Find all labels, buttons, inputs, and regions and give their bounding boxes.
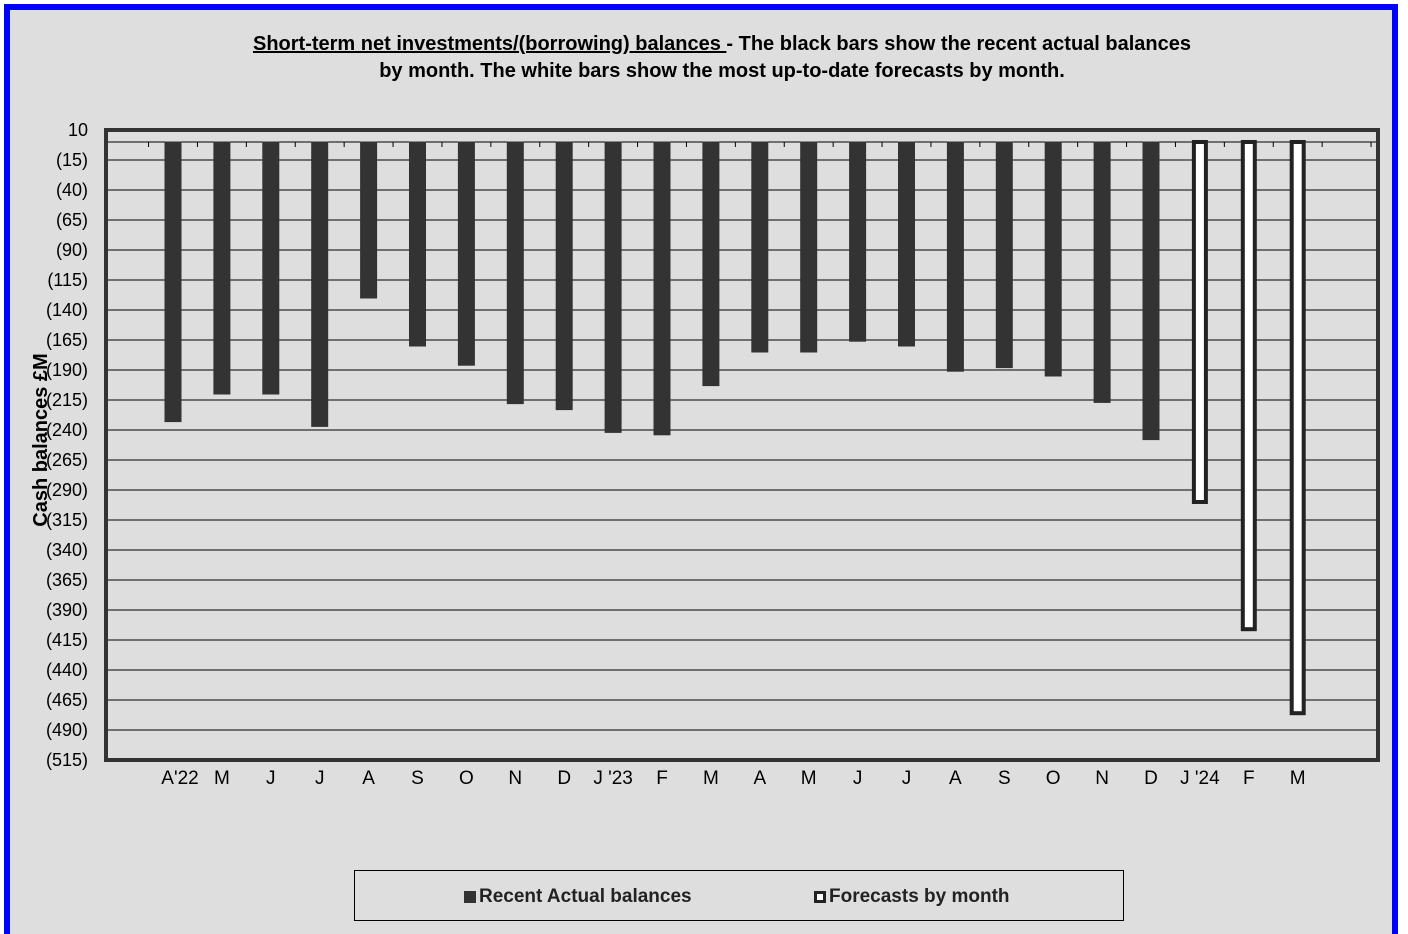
plot-area-border	[104, 128, 1380, 762]
bar-actual	[506, 141, 524, 405]
y-tick-label: (190)	[46, 360, 88, 380]
bar-actual	[702, 141, 720, 387]
x-tick-label: F	[1243, 768, 1255, 789]
bar-forecast	[1289, 140, 1306, 716]
x-tick-label: O	[459, 768, 474, 789]
x-tick-label: J '23	[593, 768, 633, 789]
y-tick-label: (90)	[56, 240, 88, 260]
bar-actual	[409, 141, 426, 347]
x-tick-label: D	[557, 768, 571, 789]
y-tick-label: (265)	[46, 450, 88, 470]
y-tick-label: (290)	[46, 480, 88, 500]
y-tick-label: (365)	[46, 570, 88, 590]
x-tick-label: J '24	[1180, 768, 1220, 789]
y-axis-label: Cash balances £M	[30, 353, 52, 526]
y-tick-label: (15)	[56, 150, 88, 170]
bar-forecast	[1191, 140, 1208, 504]
x-tick-label: A	[362, 768, 375, 789]
x-tick-label: J	[902, 768, 912, 789]
x-tick-label: A	[753, 768, 766, 789]
y-tick-label: (515)	[46, 750, 88, 770]
bar-actual	[1044, 141, 1062, 377]
legend: Recent Actual balances Forecasts by mont…	[354, 870, 1124, 921]
bar-actual	[262, 141, 280, 395]
y-tick-label: (240)	[46, 420, 88, 440]
legend-swatch-forecast	[814, 891, 826, 903]
x-tick-label: M	[1290, 768, 1306, 789]
bar-forecast	[1240, 140, 1257, 632]
y-tick-label: (390)	[46, 600, 88, 620]
legend-label-forecast: Forecasts by month	[829, 886, 1010, 907]
x-tick-label: J	[315, 768, 325, 789]
bar-actual	[946, 141, 964, 372]
chart-frame	[4, 4, 1398, 934]
bar-actual	[898, 141, 915, 347]
y-tick-label: (65)	[56, 210, 88, 230]
x-tick-label: D	[1144, 768, 1158, 789]
x-tick-label: A	[949, 768, 962, 789]
y-tick-label: (465)	[46, 690, 88, 710]
y-tick-label: (215)	[46, 390, 88, 410]
legend-item-actual: Recent Actual balances	[464, 886, 692, 908]
y-tick-label: (165)	[46, 330, 88, 350]
y-tick-label: (415)	[46, 630, 88, 650]
x-tick-label: A'22	[161, 768, 198, 789]
chart-title-underlined: Short-term net investments/(borrowing) b…	[252, 33, 727, 55]
legend-label-actual: Recent Actual balances	[479, 886, 692, 907]
bar-actual	[1093, 141, 1111, 403]
y-tick-label: (140)	[46, 300, 88, 320]
bar-actual	[213, 141, 231, 395]
bar-actual	[457, 141, 475, 366]
x-tick-label: S	[998, 768, 1011, 789]
y-tick-label: (40)	[56, 180, 88, 200]
bar-actual	[604, 141, 622, 433]
bar-actual	[849, 141, 867, 342]
bar-actual	[555, 141, 573, 411]
bar-actual	[360, 141, 378, 299]
x-tick-label: S	[411, 768, 424, 789]
x-tick-label: J	[266, 768, 276, 789]
bar-actual	[164, 141, 182, 423]
bar-actual	[800, 141, 818, 353]
x-tick-label: M	[801, 768, 817, 789]
x-tick-label: M	[214, 768, 230, 789]
chart-title: Short-term net investments/(borrowing) b…	[0, 31, 1408, 85]
y-tick-label: (340)	[46, 540, 88, 560]
x-tick-label: O	[1046, 768, 1061, 789]
y-tick-label: (490)	[46, 720, 88, 740]
legend-item-forecast: Forecasts by month	[814, 886, 1010, 908]
y-tick-label: 10	[68, 120, 88, 140]
bar-actual	[311, 141, 329, 427]
y-tick-label: (115)	[47, 270, 88, 290]
y-tick-label: (440)	[46, 660, 88, 680]
x-tick-label: J	[853, 768, 863, 789]
chart-title-line2: by month. The white bars show the most u…	[379, 60, 1065, 82]
bar-actual	[1142, 141, 1160, 441]
x-tick-label: N	[508, 768, 522, 789]
x-tick-label: F	[656, 768, 668, 789]
x-tick-label: N	[1095, 768, 1109, 789]
bar-actual	[751, 141, 769, 353]
bar-actual	[995, 141, 1013, 369]
chart-title-rest: - The black bars show the recent actual …	[726, 33, 1192, 55]
y-tick-label: (315)	[46, 510, 88, 530]
bar-actual	[653, 141, 671, 436]
legend-swatch-actual	[464, 891, 476, 903]
x-tick-label: M	[703, 768, 719, 789]
